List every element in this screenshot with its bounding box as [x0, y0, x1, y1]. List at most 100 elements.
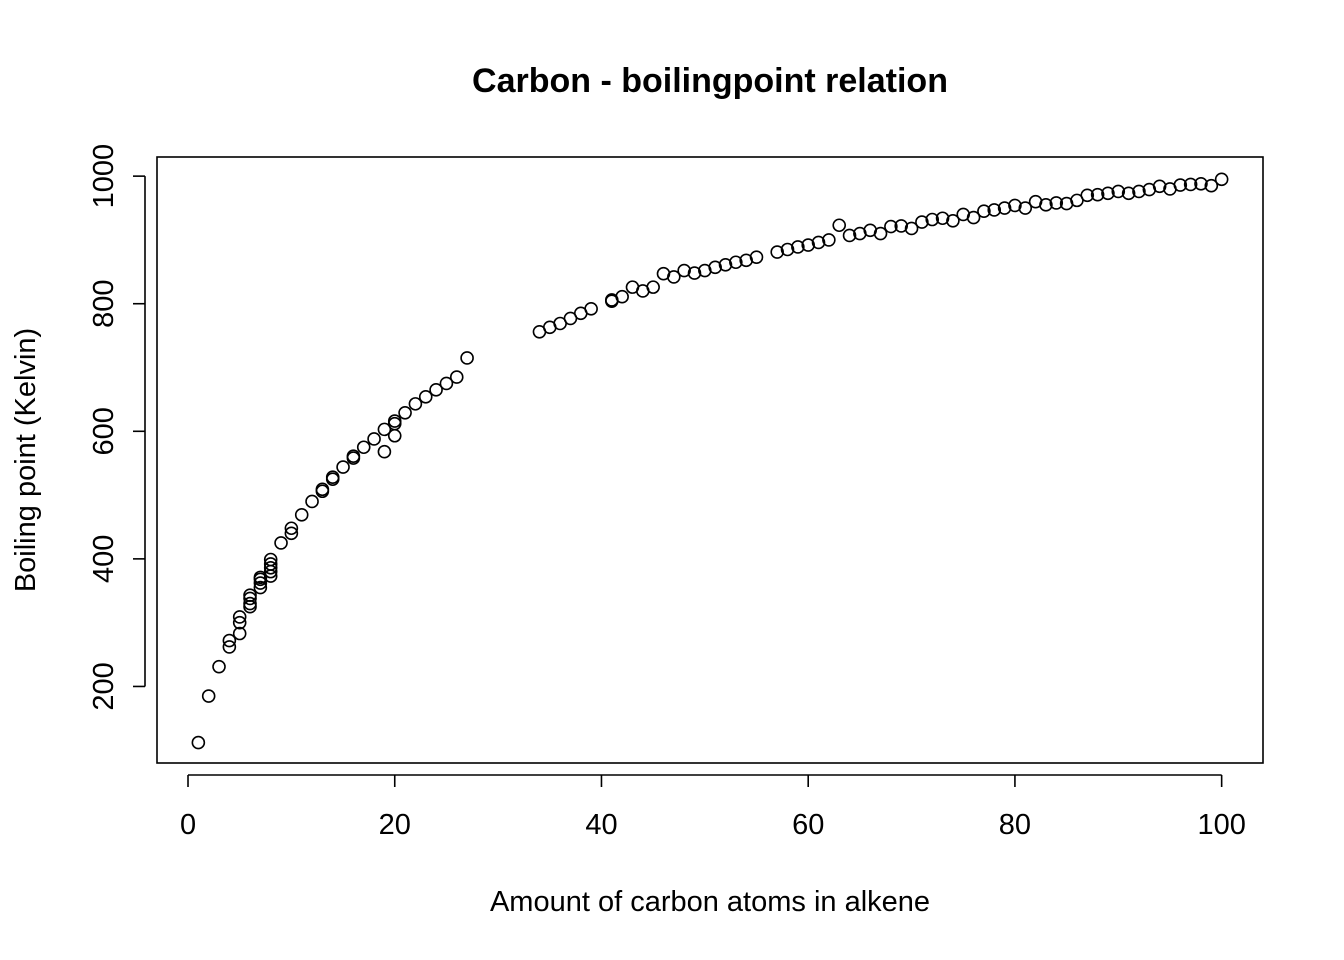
x-tick-label: 20: [379, 809, 411, 841]
data-point: [263, 557, 278, 571]
data-point: [1152, 179, 1167, 194]
data-point: [212, 659, 226, 674]
data-point: [1183, 177, 1198, 192]
data-point: [460, 351, 474, 365]
data-point: [263, 552, 278, 567]
data-point: [336, 460, 350, 474]
data-point: [274, 536, 288, 550]
y-tick-label: 1000: [88, 144, 120, 209]
data-point: [811, 235, 826, 250]
data-point: [1008, 198, 1022, 213]
data-point: [253, 580, 268, 595]
chart-title: Carbon - boilingpoint relation: [472, 62, 948, 100]
data-point: [201, 689, 216, 703]
data-point: [884, 219, 898, 234]
data-points: [191, 172, 1229, 750]
data-point: [780, 242, 795, 257]
data-point: [791, 240, 805, 254]
data-point: [977, 204, 991, 219]
data-point: [615, 289, 629, 304]
data-point: [284, 521, 299, 536]
data-point: [935, 211, 950, 226]
data-point: [449, 370, 464, 384]
data-point: [222, 633, 237, 648]
x-tick-label: 0: [180, 809, 196, 841]
data-point: [718, 257, 733, 272]
data-point: [325, 470, 340, 485]
data-point: [667, 270, 681, 284]
data-point: [1111, 184, 1126, 199]
data-point: [367, 432, 381, 446]
data-point: [997, 201, 1012, 215]
x-axis: 0 20 40 60 80 100: [180, 774, 1246, 841]
data-point: [398, 405, 412, 420]
data-point: [894, 219, 909, 233]
data-point: [646, 280, 660, 294]
data-point: [904, 221, 919, 236]
data-point: [387, 414, 402, 428]
data-point: [584, 302, 598, 316]
data-point: [243, 596, 257, 611]
data-point: [801, 238, 816, 252]
y-axis: 200 400 600 800 1000: [88, 144, 146, 711]
data-point: [687, 266, 702, 280]
data-point: [418, 390, 433, 404]
data-point: [439, 376, 454, 391]
data-point: [377, 422, 392, 437]
data-point: [232, 610, 247, 624]
data-point: [305, 494, 319, 509]
x-tick-label: 100: [1197, 809, 1245, 841]
data-point: [429, 383, 443, 397]
data-point: [243, 588, 257, 603]
data-point: [925, 212, 940, 227]
data-point: [1039, 198, 1053, 212]
data-point: [1194, 176, 1208, 191]
data-point: [315, 482, 330, 497]
x-axis-label: Amount of carbon atoms in alkene: [490, 886, 930, 918]
data-point: [356, 440, 371, 455]
data-point: [232, 626, 247, 641]
x-tick-label: 80: [999, 809, 1031, 841]
data-point: [284, 526, 299, 541]
data-point: [222, 640, 237, 654]
data-point: [749, 250, 764, 264]
data-point: [191, 735, 206, 750]
data-point: [915, 215, 929, 229]
data-point: [263, 560, 278, 575]
data-point: [1049, 196, 1064, 210]
data-point: [253, 576, 268, 590]
data-point: [387, 428, 402, 443]
data-point: [966, 210, 981, 225]
data-point: [708, 260, 722, 275]
y-tick-label: 600: [88, 407, 120, 455]
plot-frame: [156, 156, 1264, 764]
data-point: [1121, 186, 1136, 201]
data-point: [873, 226, 888, 241]
data-point: [770, 245, 784, 259]
x-tick-label: 40: [585, 809, 617, 841]
data-point: [232, 615, 247, 630]
x-tick-label: 60: [792, 809, 824, 841]
data-point: [1090, 187, 1105, 202]
data-point: [987, 203, 1002, 217]
data-point: [822, 233, 836, 247]
data-point: [1204, 178, 1219, 193]
data-point: [377, 444, 392, 459]
data-point: [946, 213, 960, 228]
y-tick-label: 800: [88, 280, 120, 328]
y-tick-label: 200: [88, 662, 120, 710]
y-tick-label: 400: [88, 535, 120, 583]
data-point: [1101, 186, 1115, 201]
data-point: [346, 449, 361, 463]
data-point: [1173, 178, 1188, 192]
data-point: [294, 508, 309, 522]
data-point: [253, 570, 268, 585]
data-point: [677, 263, 691, 278]
data-point: [1214, 172, 1229, 187]
data-point: [1080, 188, 1095, 203]
data-point: [729, 255, 743, 270]
data-point: [408, 397, 423, 411]
data-point: [832, 218, 847, 233]
data-point: [1132, 184, 1146, 199]
